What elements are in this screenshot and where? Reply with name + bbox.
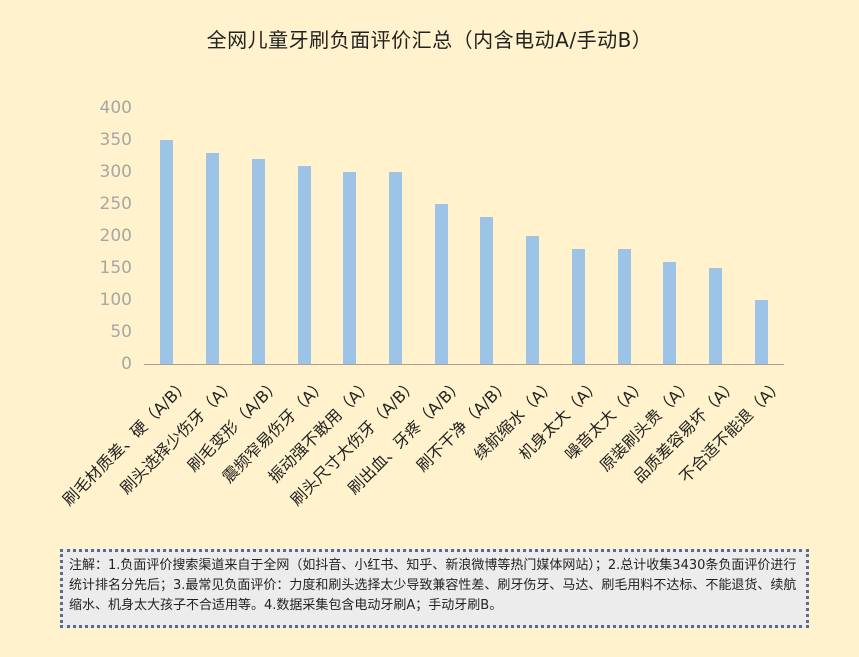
y-tick-label: 350 xyxy=(99,130,132,150)
note-text: 注解：1.负面评价搜索渠道来自于全网（如抖音、小红书、知乎、新浪微博等热门媒体网… xyxy=(69,558,797,613)
bar xyxy=(160,140,174,364)
y-tick-label: 200 xyxy=(99,226,132,246)
note-box: 注解：1.负面评价搜索渠道来自于全网（如抖音、小红书、知乎、新浪微博等热门媒体网… xyxy=(60,549,809,628)
chart-title: 全网儿童牙刷负面评价汇总（内含电动A/手动B） xyxy=(206,28,653,52)
bar xyxy=(297,165,311,364)
bar xyxy=(251,159,265,364)
bar xyxy=(388,172,402,364)
bar xyxy=(526,236,540,364)
y-tick-label: 250 xyxy=(99,194,132,214)
bar xyxy=(343,172,357,364)
bar xyxy=(571,248,585,364)
y-tick-label: 50 xyxy=(110,322,132,342)
y-tick-label: 150 xyxy=(99,258,132,278)
y-tick-label: 0 xyxy=(121,354,132,374)
y-tick-label: 300 xyxy=(99,162,132,182)
y-tick-label: 100 xyxy=(99,290,132,310)
bar xyxy=(663,261,677,364)
bar xyxy=(480,216,494,364)
y-tick-label: 400 xyxy=(99,98,132,118)
bar xyxy=(617,248,631,364)
x-axis-line xyxy=(144,364,784,365)
bar xyxy=(754,300,768,364)
bar xyxy=(206,152,220,364)
plot-area: 0 50 100 150 200 250 300 350 400 刷毛材质差、硬（A/B） 刷头选择… xyxy=(59,98,788,509)
bar xyxy=(708,268,722,364)
bar xyxy=(434,204,448,364)
